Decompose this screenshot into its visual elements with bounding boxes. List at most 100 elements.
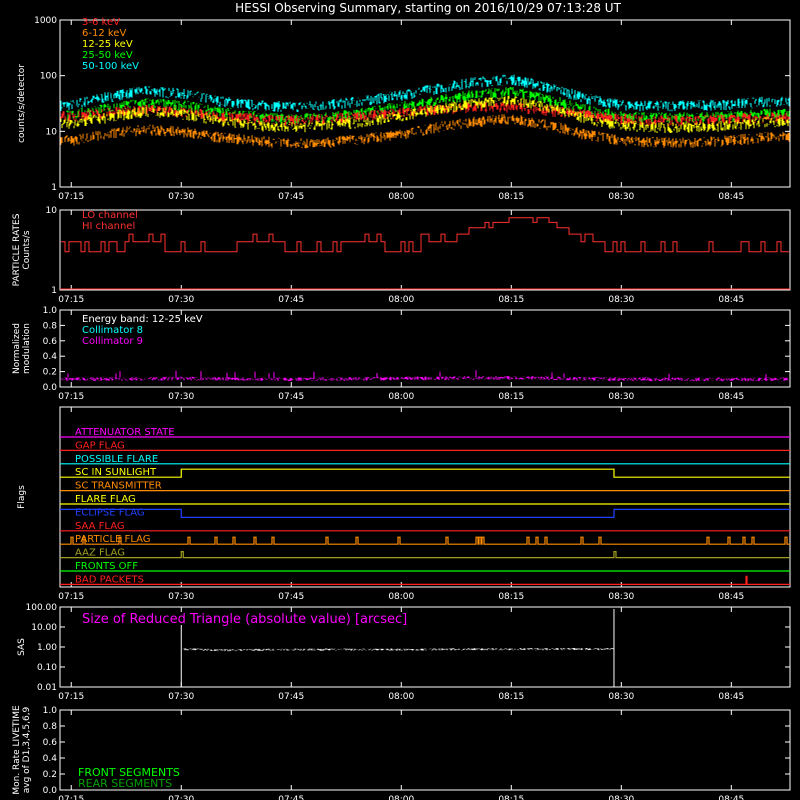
y-axis-label: counts/s/detector bbox=[17, 64, 27, 143]
legend-entry: HI channel bbox=[82, 221, 135, 232]
panel-frame bbox=[59, 209, 791, 291]
time-tick-label: 08:45 bbox=[718, 392, 744, 402]
time-tick-label: 08:15 bbox=[498, 295, 524, 305]
panel-frame bbox=[59, 309, 791, 388]
y-axis-label: Flags bbox=[17, 485, 27, 509]
y-axis-label: Normalized bbox=[12, 323, 22, 374]
y-axis-label: SAS bbox=[17, 638, 27, 656]
legend-entry: FRONT SEGMENTS bbox=[78, 766, 180, 779]
legend-entry: Collimator 9 bbox=[82, 336, 143, 347]
series-Collimator-9 bbox=[60, 370, 789, 382]
y-axis-label: PARTICLE RATES bbox=[12, 213, 22, 286]
y-tick-label: 0.0 bbox=[43, 786, 58, 796]
legend-entry: 6-12 keV bbox=[82, 28, 126, 39]
y-tick-label: 0.2 bbox=[43, 368, 57, 378]
series-LO-channel bbox=[61, 217, 789, 253]
series-6-12-keV bbox=[60, 114, 790, 149]
legend-entry: 25-50 keV bbox=[82, 50, 133, 61]
time-tick-label: 07:45 bbox=[278, 192, 304, 202]
time-tick-label: 08:30 bbox=[608, 192, 634, 202]
energy-band-label: Energy band: 12-25 keV bbox=[82, 314, 203, 325]
y-tick-label: 1 bbox=[51, 183, 57, 193]
time-tick-label: 08:15 bbox=[498, 192, 524, 202]
time-tick-label: 07:15 bbox=[58, 592, 84, 602]
y-tick-label: 10.00 bbox=[31, 623, 57, 633]
flag-label: ECLIPSE FLAG bbox=[75, 507, 145, 518]
time-tick-label: 07:30 bbox=[168, 192, 194, 202]
y-tick-label: 1.00 bbox=[37, 643, 57, 653]
particle-rate-panel: 07:15 07:30 07:45 08:00 08:15 08:30 08:45 1 10 PA… bbox=[12, 206, 791, 305]
y-tick-label: 0.6 bbox=[43, 738, 58, 748]
time-tick-label: 08:15 bbox=[498, 592, 524, 602]
flag-label: FRONTS OFF bbox=[75, 561, 138, 572]
count-rate-panel: 07:15 07:30 07:45 08:00 08:15 08:30 08:45 1 10 10… bbox=[17, 16, 791, 202]
time-tick-label: 08:45 bbox=[718, 692, 744, 702]
flag-label: ATTENUATOR STATE bbox=[75, 427, 175, 438]
panel-frame bbox=[59, 19, 791, 188]
flag-trace bbox=[60, 575, 790, 585]
time-tick-label: 08:15 bbox=[498, 692, 524, 702]
y-tick-label: 10 bbox=[46, 206, 58, 216]
time-tick-label: 07:45 bbox=[278, 592, 304, 602]
time-tick-label: 08:45 bbox=[718, 295, 744, 305]
legend-entry: LO channel bbox=[82, 210, 138, 221]
flag-label: PARTICLE FLAG bbox=[75, 534, 151, 545]
time-tick-label: 07:30 bbox=[168, 392, 194, 402]
flag-trace bbox=[60, 551, 790, 559]
legend-entry: REAR SEGMENTS bbox=[78, 777, 172, 790]
y-axis-label: modulation bbox=[22, 323, 32, 374]
time-tick-label: 07:30 bbox=[168, 692, 194, 702]
time-tick-label: 08:00 bbox=[388, 192, 414, 202]
time-tick-label: 07:45 bbox=[278, 692, 304, 702]
y-tick-label: 0.8 bbox=[43, 321, 58, 331]
time-tick-label: 07:15 bbox=[58, 692, 84, 702]
modulation-panel: 07:15 07:30 07:45 08:00 08:15 08:30 08:45 0.0 0.… bbox=[12, 306, 791, 402]
series-reduced-triangle bbox=[182, 648, 614, 652]
y-tick-label: 10 bbox=[46, 127, 58, 137]
sas-annotation: Size of Reduced Triangle (absolute value… bbox=[82, 612, 407, 627]
flag-label: SC IN SUNLIGHT bbox=[75, 467, 157, 478]
y-axis-label: Counts/s bbox=[22, 230, 32, 269]
y-tick-label: 1.0 bbox=[43, 306, 58, 316]
time-tick-label: 08:30 bbox=[608, 692, 634, 702]
flag-label: FLARE FLAG bbox=[75, 494, 136, 505]
sas-panel: 07:15 07:30 07:45 08:00 08:15 08:30 08:45 0.01 0… bbox=[17, 603, 791, 702]
panel-frame bbox=[59, 406, 791, 588]
y-axis-label: Mon. Rate LIVETIME bbox=[12, 705, 22, 795]
y-tick-label: 0.8 bbox=[43, 722, 58, 732]
time-tick-label: 07:45 bbox=[278, 295, 304, 305]
time-tick-label: 08:00 bbox=[388, 592, 414, 602]
time-tick-label: 08:30 bbox=[608, 295, 634, 305]
time-tick-label: 08:00 bbox=[388, 692, 414, 702]
time-tick-label: 07:15 bbox=[58, 392, 84, 402]
time-tick-label: 08:15 bbox=[498, 795, 524, 800]
y-tick-label: 0.4 bbox=[43, 754, 58, 764]
legend-entry: 50-100 keV bbox=[82, 61, 139, 72]
time-tick-label: 08:30 bbox=[608, 392, 634, 402]
y-tick-label: 0.10 bbox=[37, 663, 57, 673]
time-tick-label: 08:15 bbox=[498, 392, 524, 402]
time-tick-label: 08:00 bbox=[388, 392, 414, 402]
y-axis-label: avg of D1,3,4,5,6,9 bbox=[22, 706, 32, 793]
time-tick-label: 07:15 bbox=[58, 192, 84, 202]
series-12-25-keV bbox=[60, 95, 790, 133]
series-50-100-keV bbox=[60, 74, 790, 112]
y-tick-label: 1 bbox=[51, 286, 57, 296]
panel-frame bbox=[59, 709, 791, 791]
time-tick-label: 07:30 bbox=[168, 592, 194, 602]
flag-trace bbox=[60, 536, 790, 545]
flag-label: SAA FLAG bbox=[75, 521, 125, 532]
y-tick-label: 0.6 bbox=[43, 337, 58, 347]
flag-label: AAZ FLAG bbox=[75, 548, 125, 559]
time-tick-label: 07:15 bbox=[58, 795, 84, 800]
y-tick-label: 0.01 bbox=[37, 683, 57, 693]
y-tick-label: 100 bbox=[40, 72, 57, 82]
time-tick-label: 07:15 bbox=[58, 295, 84, 305]
y-tick-label: 0.4 bbox=[43, 352, 58, 362]
y-tick-label: 1.0 bbox=[43, 706, 58, 716]
time-tick-label: 08:30 bbox=[608, 592, 634, 602]
y-tick-label: 0.2 bbox=[43, 770, 57, 780]
flag-trace bbox=[60, 468, 790, 478]
time-tick-label: 08:00 bbox=[388, 795, 414, 800]
